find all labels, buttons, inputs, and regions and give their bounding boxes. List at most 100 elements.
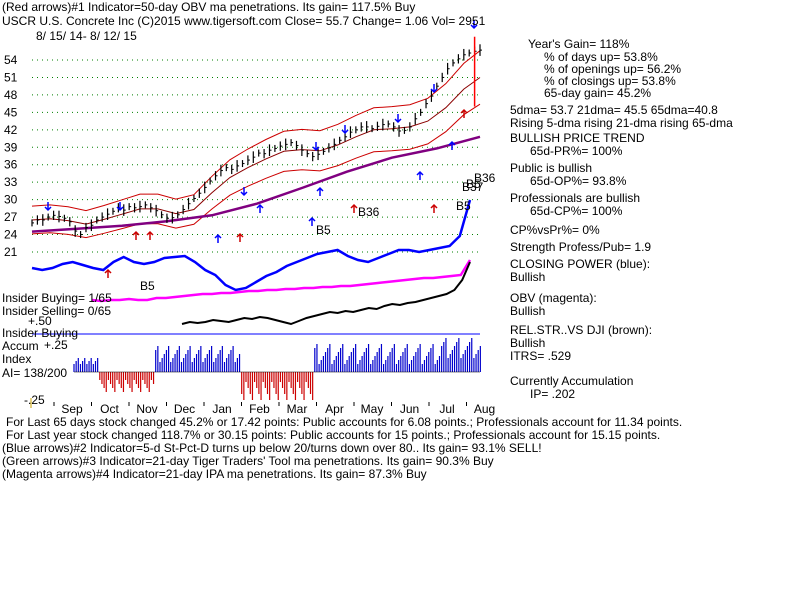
y-tick-label: 33 bbox=[4, 175, 18, 189]
x-tick-label: Feb bbox=[249, 402, 270, 416]
x-tick-label: May bbox=[361, 402, 384, 416]
x-tick-label: Nov bbox=[136, 402, 157, 416]
y-tick-label: 36 bbox=[4, 158, 18, 172]
insider-selling-label: Insider Selling= 0/65 bbox=[2, 304, 112, 318]
signal-arrow-head bbox=[214, 233, 222, 239]
stat-ip: IP= .202 bbox=[530, 387, 576, 401]
stat-relstr-state: Bullish bbox=[510, 336, 546, 350]
insider-buying-label: Insider Buying= 1/65 bbox=[2, 291, 112, 305]
signal-arrow-head bbox=[312, 146, 320, 152]
signal-label: B36 bbox=[474, 171, 496, 185]
insider-buying-label-2: Insider Buying bbox=[2, 326, 79, 340]
signal-arrow-head bbox=[256, 203, 264, 209]
price-bands bbox=[31, 50, 481, 239]
x-tick-label: Mar bbox=[287, 402, 308, 416]
accumulation-histogram bbox=[73, 338, 481, 400]
signal-arrow-head bbox=[236, 232, 244, 238]
stat-strength: Strength Profess/Pub= 1.9 bbox=[510, 240, 652, 254]
stat-moving-averages: 5dma= 53.7 21dma= 45.5 65dma=40.8 bbox=[510, 103, 718, 117]
x-tick-label: Dec bbox=[174, 402, 195, 416]
stat-obv-state: Bullish bbox=[510, 304, 546, 318]
x-tick-label: Sep bbox=[61, 402, 83, 416]
accum-label: Accum bbox=[2, 339, 39, 353]
signal-label: B5 bbox=[140, 279, 155, 293]
signal-arrow-head bbox=[316, 186, 324, 192]
stat-relstr: REL.STR..VS DJI (brown): bbox=[510, 323, 653, 337]
stat-accumulation: Currently Accumulation bbox=[510, 374, 634, 388]
signal-arrows bbox=[44, 20, 478, 278]
stat-years-gain: Year's Gain= 118% bbox=[528, 37, 630, 51]
lower-band bbox=[31, 103, 481, 239]
stat-closings-up: % of closings up= 53.8% bbox=[544, 74, 676, 88]
signal-arrow-head bbox=[44, 206, 52, 212]
y-tick-label: 24 bbox=[4, 228, 18, 242]
header-indicator-line: (Red arrows)#1 Indicator=50-day OBV ma p… bbox=[2, 0, 416, 14]
signal-arrow-head bbox=[104, 268, 112, 274]
stat-days-up: % of days up= 53.8% bbox=[544, 50, 658, 64]
signal-label: B5 bbox=[456, 199, 471, 213]
y-tick-label: 48 bbox=[4, 88, 18, 102]
lower-indicators bbox=[31, 199, 480, 335]
closing-power-line bbox=[31, 199, 472, 292]
minus-25-label: -.25 bbox=[24, 393, 45, 407]
relstr-line bbox=[181, 261, 471, 326]
footer-line-year: For Last year stock changed 118.7% or 30… bbox=[6, 428, 661, 442]
signal-arrow-head bbox=[460, 108, 468, 114]
signal-arrow-head bbox=[308, 216, 316, 222]
stat-cp: 65d-CP%= 100% bbox=[530, 204, 623, 218]
signal-arrow-head bbox=[470, 24, 478, 30]
x-tick-label: Apr bbox=[325, 402, 344, 416]
plus-50-label: +.50 bbox=[28, 314, 52, 328]
x-tick-label: Jun bbox=[400, 402, 419, 416]
stat-price-trend: BULLISH PRICE TREND bbox=[510, 131, 645, 145]
header-title-line: USCR U.S. Concrete Inc (C)2015 www.tiger… bbox=[2, 14, 486, 28]
y-axis-ticks: 21 24 27 30 33 36 39 42 45 48 51 54 bbox=[4, 53, 18, 259]
signal-arrow-head bbox=[394, 118, 402, 124]
y-tick-label: 30 bbox=[4, 193, 18, 207]
y-tick-label: 51 bbox=[4, 70, 18, 84]
signal-label: B36 bbox=[358, 205, 380, 219]
stat-obv: OBV (magenta): bbox=[510, 291, 597, 305]
stat-rising-mas: Rising 5-dma rising 21-dma rising 65-dma bbox=[510, 116, 733, 130]
signal-arrow-head bbox=[416, 170, 424, 176]
stat-public: Public is bullish bbox=[510, 161, 593, 175]
signal-label: B5 bbox=[466, 177, 481, 191]
stat-closing-power: CLOSING POWER (blue): bbox=[510, 257, 651, 271]
x-tick-label: Oct bbox=[100, 402, 119, 416]
grid-lines bbox=[32, 59, 480, 253]
x-tick-label: Jul bbox=[439, 402, 454, 416]
y-tick-label: 39 bbox=[4, 140, 18, 154]
signal-arrow-head bbox=[146, 230, 154, 236]
signal-arrow-head bbox=[341, 129, 349, 135]
y-tick-label: 21 bbox=[4, 245, 18, 259]
obv-line bbox=[91, 259, 472, 303]
signal-arrow-head bbox=[430, 203, 438, 209]
x-tick-label: Jan bbox=[212, 402, 231, 416]
signal-arrow-head bbox=[350, 203, 358, 209]
signal-arrow-head bbox=[132, 230, 140, 236]
signal-arrow-head bbox=[116, 206, 124, 212]
footer-line-65-days: For Last 65 days stock changed 45.2% or … bbox=[6, 415, 683, 429]
stat-op: 65d-OP%= 93.8% bbox=[530, 174, 627, 188]
y-tick-label: 54 bbox=[4, 53, 18, 67]
stat-65-day-gain: 65-day gain= 45.2% bbox=[544, 86, 652, 100]
signal-label: B5 bbox=[316, 223, 331, 237]
footer-blue-arrows: (Blue arrows)#2 Indicator=5-d St-Pct-D t… bbox=[2, 441, 542, 455]
stat-closing-power-state: Bullish bbox=[510, 270, 546, 284]
stat-professionals: Professionals are bullish bbox=[510, 191, 641, 205]
footer-green-arrows: (Green arrows)#3 Indicator=21-day Tiger … bbox=[2, 454, 494, 468]
index-label: Index bbox=[2, 352, 32, 366]
upper-band bbox=[31, 50, 481, 212]
ma65-line bbox=[31, 135, 481, 233]
signal-label: B37 bbox=[462, 180, 484, 194]
x-axis-ticks: Sep Oct Nov Dec Jan Feb Mar Apr May Jun Jul Aug bbox=[53, 402, 495, 416]
plus-25-label: +.25 bbox=[44, 338, 68, 352]
y-tick-label: 42 bbox=[4, 123, 18, 137]
ma21-line bbox=[31, 77, 481, 225]
signal-arrow-head bbox=[430, 88, 438, 94]
date-range: 8/ 15/ 14- 8/ 12/ 15 bbox=[36, 29, 137, 43]
y-tick-label: 27 bbox=[4, 210, 18, 224]
stat-pr: 65d-PR%= 100% bbox=[530, 144, 623, 158]
